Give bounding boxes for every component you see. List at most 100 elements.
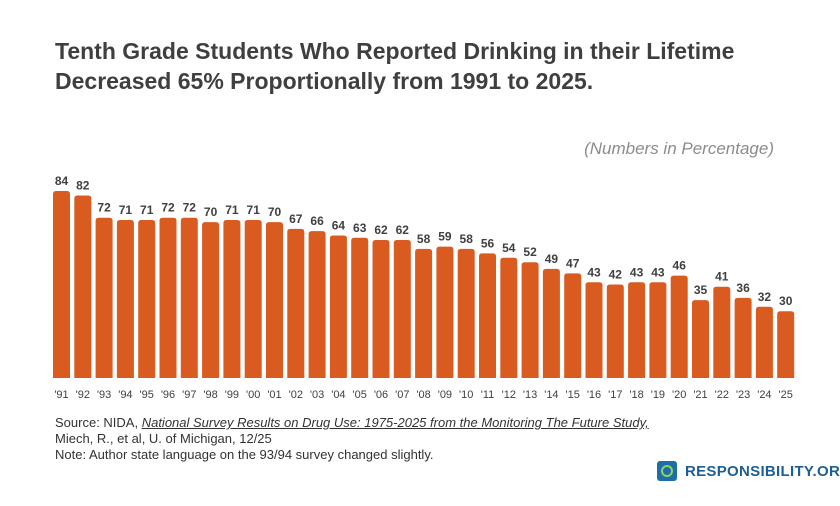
data-label: 43 xyxy=(630,265,644,279)
data-label: 54 xyxy=(502,241,516,255)
data-label: 63 xyxy=(353,221,367,235)
bar-17 xyxy=(606,284,624,378)
x-tick-label: '18 xyxy=(629,389,643,401)
data-label: 43 xyxy=(587,265,601,279)
data-label: 32 xyxy=(758,290,772,304)
x-tick-label: '20 xyxy=(672,389,686,401)
bar-11 xyxy=(479,253,496,378)
bar-20 xyxy=(670,275,688,378)
bar-14 xyxy=(542,268,560,378)
x-tick-label: '14 xyxy=(544,389,558,401)
bar-16 xyxy=(585,282,603,378)
bar-23 xyxy=(734,297,752,378)
data-label: 49 xyxy=(545,252,559,266)
data-label: 56 xyxy=(481,236,495,250)
x-tick-label: '07 xyxy=(395,389,409,401)
data-label: 71 xyxy=(140,203,154,217)
source-authors: Miech, R., et al, U. of Michigan, 12/25 xyxy=(55,431,272,446)
data-label: 64 xyxy=(332,219,346,233)
data-label: 62 xyxy=(374,223,388,237)
data-label: 42 xyxy=(609,268,623,282)
bar-06 xyxy=(372,239,390,378)
data-label: 36 xyxy=(736,281,750,295)
bar-95 xyxy=(138,219,156,378)
x-tick-label: '05 xyxy=(353,389,367,401)
x-tick-label: '21 xyxy=(693,389,707,401)
data-label: 84 xyxy=(55,174,69,188)
data-label: 66 xyxy=(310,214,324,228)
bar-21 xyxy=(692,300,709,378)
data-label: 71 xyxy=(225,203,239,217)
x-tick-label: '93 xyxy=(97,389,111,401)
bar-97 xyxy=(180,217,198,378)
x-tick-label: '91 xyxy=(54,389,68,401)
x-tick-label: '19 xyxy=(651,389,665,401)
bar-22 xyxy=(713,286,731,378)
chart-subtitle: (Numbers in Percentage) xyxy=(584,139,774,158)
bar-04 xyxy=(329,235,347,378)
x-tick-label: '08 xyxy=(416,389,430,401)
bar-98 xyxy=(202,222,220,378)
x-tick-label: '03 xyxy=(310,389,324,401)
bar-25 xyxy=(777,311,795,378)
x-tick-label: '11 xyxy=(481,389,495,401)
x-tick-label: '00 xyxy=(246,389,260,401)
x-tick-label: '06 xyxy=(374,389,388,401)
x-tick-label: '17 xyxy=(608,389,622,401)
bar-00 xyxy=(244,219,262,378)
data-label: 52 xyxy=(523,245,537,259)
data-label: 59 xyxy=(438,230,452,244)
bar-91 xyxy=(53,191,70,378)
data-label: 70 xyxy=(204,205,218,219)
bar-01 xyxy=(266,222,283,378)
data-label: 71 xyxy=(119,203,133,217)
data-label: 72 xyxy=(183,201,197,215)
x-tick-label: '95 xyxy=(140,389,154,401)
source-prefix: Source: NIDA, xyxy=(55,415,142,430)
x-tick-label: '97 xyxy=(182,389,196,401)
bar-94 xyxy=(116,219,134,378)
x-tick-label: '13 xyxy=(523,389,537,401)
bar-12 xyxy=(500,257,518,378)
data-label: 35 xyxy=(694,283,708,297)
data-label: 58 xyxy=(417,232,431,246)
bar-08 xyxy=(415,248,433,378)
chart-title: Tenth Grade Students Who Reported Drinki… xyxy=(55,38,735,94)
x-tick-label: '10 xyxy=(459,389,473,401)
x-tick-label: '01 xyxy=(267,389,281,401)
bar-13 xyxy=(521,262,539,378)
source-link[interactable]: National Survey Results on Drug Use: 197… xyxy=(141,415,649,430)
bar-92 xyxy=(74,195,92,378)
data-label: 41 xyxy=(715,270,729,284)
data-label: 47 xyxy=(566,256,580,270)
x-tick-label: '98 xyxy=(203,389,217,401)
x-tick-label: '23 xyxy=(736,389,750,401)
data-label: 70 xyxy=(268,205,282,219)
bar-02 xyxy=(287,228,305,378)
x-tick-label: '96 xyxy=(161,389,175,401)
data-label: 46 xyxy=(673,259,687,273)
logo: RESPONSIBILITY.ORG xyxy=(657,461,840,481)
bar-10 xyxy=(457,248,475,378)
x-tick-label: '25 xyxy=(779,389,793,401)
x-tick-label: '16 xyxy=(587,389,601,401)
bar-09 xyxy=(436,246,454,378)
data-label: 72 xyxy=(97,201,111,215)
source-note: Source: NIDA, National Survey Results on… xyxy=(55,415,649,463)
bar-03 xyxy=(308,231,326,378)
bar-24 xyxy=(755,306,773,378)
bar-05 xyxy=(351,237,369,378)
x-tick-label: '15 xyxy=(566,389,580,401)
target-speech-bubble-icon xyxy=(657,461,677,481)
x-tick-label: '94 xyxy=(118,389,132,401)
data-label: 43 xyxy=(651,265,665,279)
x-tick-label: '24 xyxy=(757,389,771,401)
x-tick-label: '04 xyxy=(331,389,345,401)
data-label: 30 xyxy=(779,294,793,308)
data-label: 62 xyxy=(396,223,410,237)
bar-99 xyxy=(223,219,241,378)
bar-18 xyxy=(628,282,646,378)
data-label: 58 xyxy=(460,232,474,246)
